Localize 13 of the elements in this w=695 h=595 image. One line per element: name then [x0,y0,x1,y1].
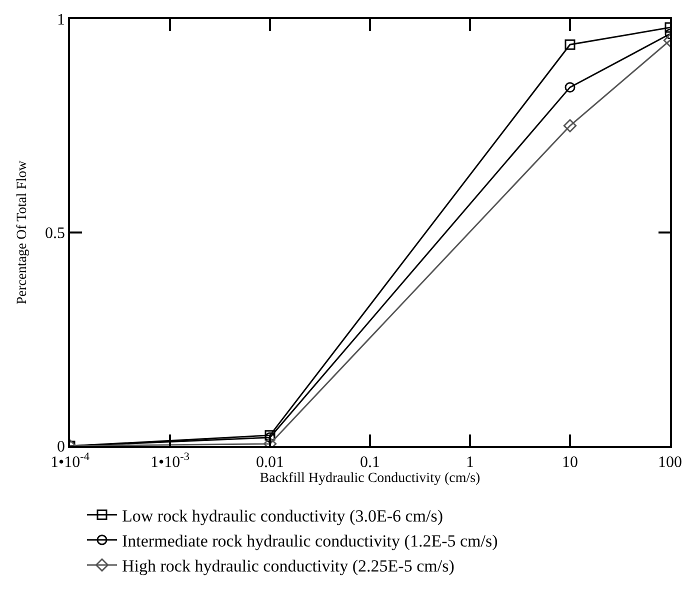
y-tick-label: 1 [57,12,66,29]
x-tick-label: 1•10$^{-3}$ [150,451,190,471]
legend-label: High rock hydraulic conductivity (2.25E-5 cm/s) [122,556,454,576]
x-tick-label: 100 [658,454,682,471]
x-axis-title: Backfill Hydraulic Conductivity (cm/s) [260,470,481,486]
legend-label: Low rock hydraulic conductivity (3.0E-6 cm/s) [122,506,444,526]
x-tick-label: 0.01 [256,454,284,471]
x-tick-label: 10 [562,454,578,471]
legend-label: Intermediate rock hydraulic conductivity (1.2E-5 cm/s) [122,532,498,551]
x-tick-label: 1 [466,454,474,471]
x-tick-label: 0.1 [360,454,380,471]
y-axis-title: Percentage Of Total Flow [15,160,30,304]
y-tick-label: 0.5 [45,225,66,242]
